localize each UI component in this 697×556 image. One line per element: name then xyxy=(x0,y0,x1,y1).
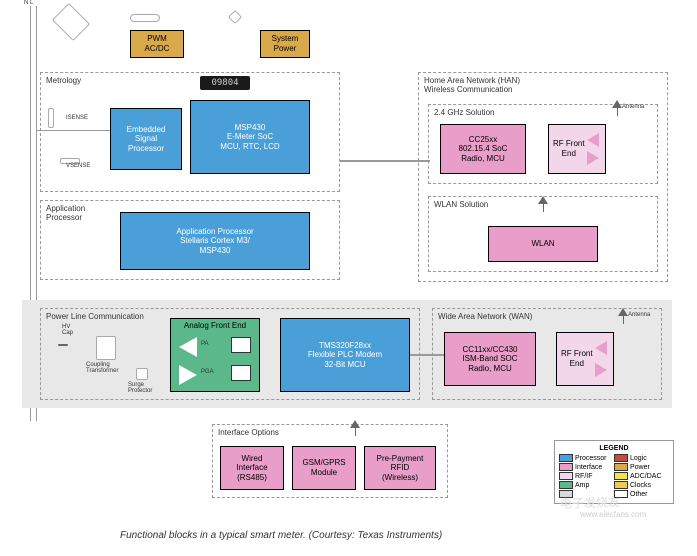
embedded-signal-processor: Embedded Signal Processor xyxy=(110,108,182,170)
rf-front-end-han: RF Front End xyxy=(548,124,606,174)
syspower-label: System Power xyxy=(272,34,299,53)
surge-label: Surge Protector xyxy=(128,382,152,394)
han-antenna-label: Antenna xyxy=(622,104,644,110)
wired-interface-block: Wired Interface (RS485) xyxy=(220,446,284,490)
isense-label: IISENSESENSE xyxy=(66,115,88,121)
han-24ghz-label: 2.4 GHz Solution xyxy=(434,108,494,117)
iface-title: Interface Options xyxy=(218,428,279,437)
legend-item: Interface xyxy=(559,463,614,471)
nl-label: N L xyxy=(24,0,33,6)
iface-antenna xyxy=(350,420,360,428)
app-proc-title: Application Processor xyxy=(46,204,85,222)
esp-label: Embedded Signal Processor xyxy=(127,125,166,154)
caption: Functional blocks in a typical smart met… xyxy=(120,530,442,541)
plc-modem-block: TMS320F28xx Flexible PLC Modem 32-Bit MC… xyxy=(280,318,410,392)
hv-cap-label: HV Cap xyxy=(62,324,73,336)
pga-label: PGA xyxy=(201,369,214,376)
rf-han-label: RF Front End xyxy=(553,139,585,158)
cc11xx-label: CC11xx/CC430 ISM-Band SOC Radio, MCU xyxy=(462,345,517,374)
inductor-symbol xyxy=(130,14,160,22)
msp430-label: MSP430 E-Meter SoC MCU, RTC, LCD xyxy=(220,123,279,152)
coupling-transformer-symbol xyxy=(96,336,116,360)
cc25xx-block: CC25xx 802.15.4 SoC Radio, MCU xyxy=(440,124,526,174)
pa-label: PA xyxy=(201,341,209,348)
rfid-label: Pre-Payment RFID (Wireless) xyxy=(377,454,424,483)
pga-amp xyxy=(179,365,197,385)
legend-item: ADC/DAC xyxy=(614,472,669,480)
gsm-gprs-block: GSM/GPRS Module xyxy=(292,446,356,490)
analog-front-end: Analog Front End PA PGA xyxy=(170,318,260,392)
pa-amp xyxy=(179,337,197,357)
legend-title: LEGEND xyxy=(559,445,669,452)
hline-plc-wan xyxy=(410,354,444,356)
lcd-display: 09804 xyxy=(200,76,250,90)
hv-cap-symbol xyxy=(58,344,68,346)
wan-title: Wide Area Network (WAN) xyxy=(438,312,532,321)
pwm-acdc-block: PWM AC/DC xyxy=(130,30,184,58)
wlan-label: WLAN xyxy=(531,239,554,249)
legend-item: Clocks xyxy=(614,481,669,489)
hline-han xyxy=(340,160,430,162)
cc11xx-block: CC11xx/CC430 ISM-Band SOC Radio, MCU xyxy=(444,332,536,386)
vsense-label: VSENSE xyxy=(66,163,90,169)
afe-label: Analog Front End xyxy=(171,321,259,331)
metrology-title: Metrology xyxy=(46,76,81,85)
modem-label: TMS320F28xx Flexible PLC Modem 32-Bit MC… xyxy=(308,341,382,370)
surge-protector-symbol xyxy=(136,368,148,380)
wired-label: Wired Interface (RS485) xyxy=(236,454,267,483)
legend-item: Processor xyxy=(559,454,614,462)
filter2 xyxy=(231,365,251,381)
cc25xx-label: CC25xx 802.15.4 SoC Radio, MCU xyxy=(459,135,508,164)
filter1 xyxy=(231,337,251,353)
diode-symbol xyxy=(228,10,242,24)
pwm-label: PWM AC/DC xyxy=(145,34,170,53)
rf-tri2 xyxy=(587,151,599,165)
rf-wan-tri2 xyxy=(595,363,607,377)
system-power-block: System Power xyxy=(260,30,310,58)
msp430-block: MSP430 E-Meter SoC MCU, RTC, LCD xyxy=(190,100,310,174)
application-processor-block: Application Processor Stellaris Cortex M… xyxy=(120,212,310,270)
wan-antenna-label: Antenna xyxy=(628,312,650,318)
rf-wan-label: RF Front End xyxy=(561,349,593,368)
legend-item: Other xyxy=(614,490,669,498)
coupling-label: Coupling Transformer xyxy=(86,362,118,374)
lcd-value: 09804 xyxy=(211,78,238,88)
wlan-block: WLAN xyxy=(488,226,598,262)
legend-item: Amp xyxy=(559,481,614,489)
hline-metrology xyxy=(36,130,110,131)
rf-tri1 xyxy=(587,133,599,147)
rectifier-symbol xyxy=(52,3,90,41)
wlan-sol-label: WLAN Solution xyxy=(434,200,488,209)
gsm-label: GSM/GPRS Module xyxy=(302,458,345,477)
site-label: www.elecfans.com xyxy=(580,510,646,519)
rf-front-end-wan: RF Front End xyxy=(556,332,614,386)
legend-item: Logic xyxy=(614,454,669,462)
rf-wan-tri1 xyxy=(595,341,607,355)
appproc-label: Application Processor Stellaris Cortex M… xyxy=(176,227,253,256)
rfid-block: Pre-Payment RFID (Wireless) xyxy=(364,446,436,490)
han-antenna xyxy=(612,100,622,108)
isense-resistor xyxy=(48,108,54,128)
wlan-antenna xyxy=(538,196,548,204)
han-title: Home Area Network (HAN) Wireless Communi… xyxy=(424,76,520,94)
legend-item: RF/IF xyxy=(559,472,614,480)
legend-item: Power xyxy=(614,463,669,471)
wan-antenna xyxy=(618,308,628,316)
plc-title: Power Line Communication xyxy=(46,312,144,321)
